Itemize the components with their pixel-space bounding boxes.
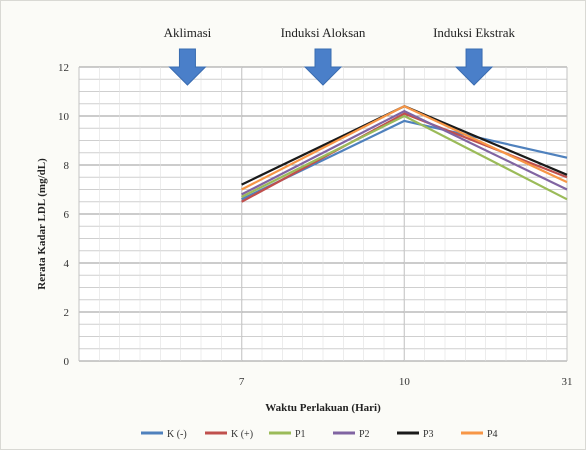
annotation-label: Induksi Ekstrak <box>433 25 515 40</box>
y-tick-label: 6 <box>64 209 70 221</box>
annotation-label: Aklimasi <box>164 25 212 40</box>
series-line-p1 <box>241 114 568 201</box>
legend-entry: P4 <box>487 429 498 440</box>
y-axis-title: Rerata Kadar LDL (mg/dL) <box>36 158 48 290</box>
x-axis-title: Waktu Perlakuan (Hari) <box>265 402 381 414</box>
y-tick-label: 2 <box>64 307 70 319</box>
y-tick-label: 12 <box>58 62 69 74</box>
legend-entry: K (-) <box>167 429 187 440</box>
down-arrow-icon <box>303 48 343 86</box>
series-line-p4 <box>241 105 568 191</box>
series-layer <box>241 105 568 203</box>
legend-entry: P2 <box>359 429 370 440</box>
down-arrow-icon <box>454 48 494 86</box>
legend-entry: P1 <box>295 429 306 440</box>
x-tick-label: 31 <box>562 376 573 388</box>
y-tick-label: 4 <box>64 258 70 270</box>
y-tick-label: 8 <box>64 160 70 172</box>
annotation-label: Induksi Aloksan <box>281 25 366 40</box>
x-tick-label: 10 <box>399 376 411 388</box>
series-line-p2 <box>241 109 568 196</box>
grid-layer <box>78 66 568 362</box>
y-tick-label: 10 <box>58 111 70 123</box>
down-arrow-icon <box>168 48 207 86</box>
legend: K (-) K (+) P1 P2 P3 P4 <box>141 429 498 440</box>
x-tick-label: 7 <box>239 376 245 388</box>
legend-entry: K (+) <box>231 429 253 440</box>
y-tick-label: 0 <box>64 356 70 368</box>
axis-layer: 0 2 4 6 8 10 12 7 10 31 <box>58 62 573 388</box>
legend-entry: P3 <box>423 429 434 440</box>
annotation-layer: Aklimasi Induksi Aloksan Induksi Ekstrak <box>164 25 516 86</box>
